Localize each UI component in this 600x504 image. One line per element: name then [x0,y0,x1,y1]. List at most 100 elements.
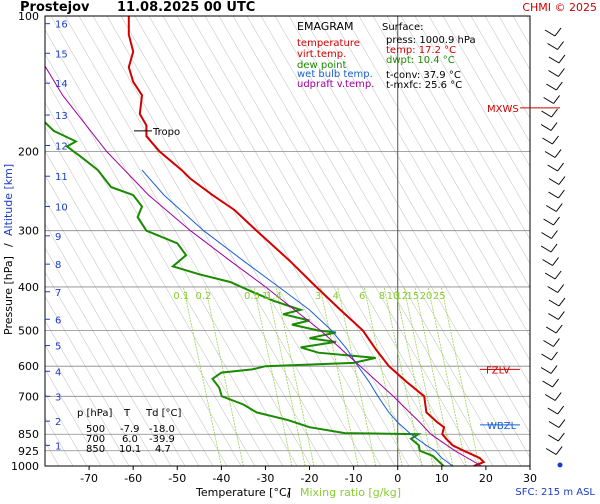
pressure-tick-label: 925 [18,445,39,458]
mixing-ratio-line [440,286,480,466]
wind-barb-flag [553,338,560,347]
copyright: CHMI © 2025 [522,1,597,14]
dry-adiabat-line [45,150,228,466]
dry-adiabat-line [372,16,530,289]
mixing-ratio-label: 3 [315,291,321,302]
mixing-ratio-label: 25 [433,291,446,302]
ylabel-separator: / [2,243,15,247]
wind-barb-flag [555,81,563,91]
dry-adiabat-line [45,77,270,466]
mixing-ratio-line [205,286,244,466]
mixing-ratio-line [182,286,222,466]
dry-adiabat-line [45,198,200,466]
dry-adiabat-line [218,16,480,466]
dry-adiabat-line [330,16,530,362]
table-header-t: T [123,408,131,419]
plot-frame [44,15,531,467]
pressure-tick-label: 500 [18,325,39,338]
temp-tick-label: 30 [523,472,537,485]
wind-barb [545,326,557,334]
dry-adiabat-line [120,16,382,466]
ylabel-altitude: Altitude [km] [2,164,15,236]
wind-barb [543,340,554,347]
wind-barb [544,29,556,37]
mixing-ratio-line [427,286,467,466]
dry-adiabat-line [498,16,530,71]
mixing-ratio-label: 4 [332,291,338,302]
dry-adiabat-line [45,392,88,466]
dry-adiabat-line [302,16,530,410]
legend: EMAGRAM temperature virt.temp. dew point… [297,20,374,90]
dry-adiabat-line [400,16,530,240]
mixing-ratio-label: 0.5 [244,291,260,302]
dry-adiabat-line [274,16,530,458]
dry-adiabat-line [484,16,530,95]
dry-adiabat-line [45,295,144,466]
xlabel-temperature: Temperature [°C] [195,486,291,499]
mixing-ratio-line [394,286,434,466]
tropopause-label: Tropo [152,127,180,138]
table-cell: -18.0 [149,424,175,435]
pressure-tick-label: 400 [18,281,39,294]
altitude-tick-label: 16 [55,20,68,31]
dry-adiabat-line [45,223,186,466]
wbzl-label: WBZL [487,421,517,432]
dry-adiabat-line [162,16,424,466]
dry-adiabat-line [583,16,600,466]
table-cell: -39.9 [149,434,175,445]
wind-barb [548,299,560,307]
dry-adiabat-line [45,247,172,466]
altitude-tick-label: 9 [55,232,61,243]
dry-adiabat-line [176,16,438,466]
dry-adiabat-line [64,16,326,466]
dry-adiabat-line [45,344,116,466]
altitude-tick-label: 4 [55,367,61,378]
wind-barb-flag [551,108,558,118]
mixing-ratio-line [403,286,443,466]
altitude-tick-label: 7 [55,288,61,299]
dry-adiabat-line [0,16,17,466]
altitude-tick-label: 14 [55,79,68,90]
table-cell: 850 [86,444,105,455]
table-cell: 4.7 [155,444,171,455]
wind-barb-flag [555,203,563,212]
dry-adiabat-line [45,271,158,466]
wind-barb [545,448,557,455]
xlabel-separator: / [287,486,291,499]
altitude-tick-label: 3 [55,392,61,403]
wind-barb-flag [553,216,560,226]
altitude-tick-label: 8 [55,260,61,271]
wind-barb-flag [554,27,562,37]
mixing-ratio-label: 6 [359,291,365,302]
legend-updraft: udpraft v.temp. [297,79,374,90]
sfc-label: SFC: 215 m ASL [515,487,595,498]
xlabel-mixing-ratio: Mixing ratio [g/kg] [300,486,401,499]
dry-adiabat-line [541,16,600,466]
temp-tick-label: -70 [80,472,98,485]
mixing-ratio-line [414,286,454,466]
mixing-ratio-line [253,286,293,466]
mixing-ratio-label: 8 [379,291,385,302]
temp-tick-label: -30 [256,472,274,485]
level-markers: MXWS FZLV WBZL [480,104,560,432]
wind-barb-flag [552,378,559,388]
wind-barb-flag [554,149,562,158]
series-line-udpraft-v-temp- [45,65,482,466]
temp-tick-label: -50 [168,472,186,485]
series-line-temperature [127,16,486,466]
wind-barb [541,110,552,118]
wind-barb-flag [557,41,564,50]
table-cell: 500 [86,424,105,435]
wind-barb-flag [555,446,563,455]
wind-barb [544,394,556,401]
surface-box: Surface: press: 1000.9 hPa temp: 17.2 °C… [382,22,476,91]
wind-barb [544,272,556,280]
altitude-tick-label: 12 [55,142,68,153]
mixing-ratio-label: 12 [395,291,408,302]
wind-barb [541,232,552,239]
wind-barb [548,178,560,185]
dry-adiabat-line [414,16,530,216]
altitude-tick-label: 2 [55,417,61,428]
